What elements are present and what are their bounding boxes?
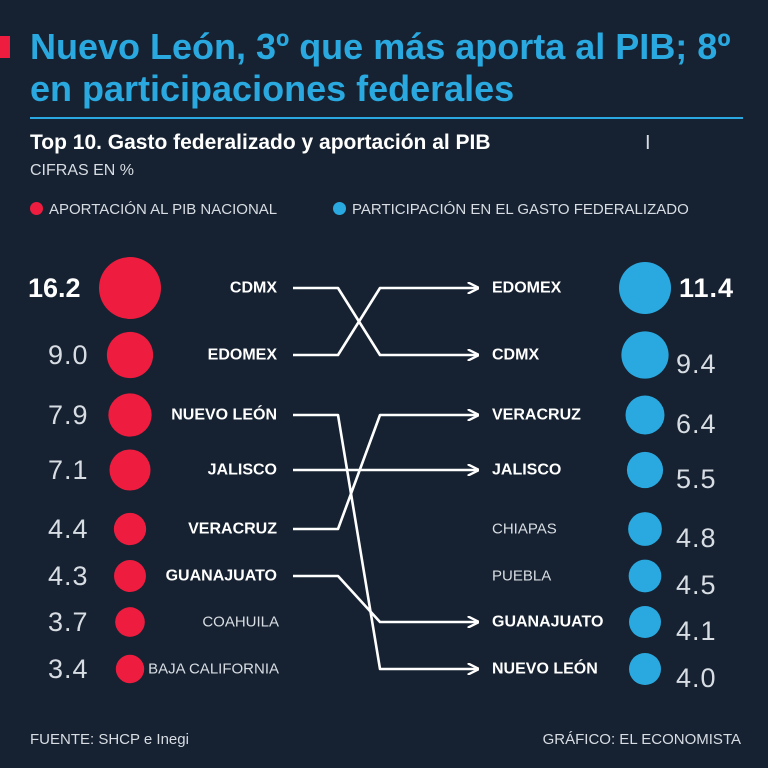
gasto-label-chiapas: CHIAPAS [492, 521, 557, 538]
gasto-bubble-nuevo-leon [629, 653, 661, 685]
pib-value-baja-california: 3.4 [48, 654, 89, 684]
pib-bubble-baja-california [115, 654, 145, 684]
legend-label-pib: APORTACIÓN AL PIB NACIONAL [49, 201, 278, 218]
gasto-value-nuevo-leon: 4.0 [676, 663, 717, 693]
pib-label-baja-california: BAJA CALIFORNIA [148, 661, 279, 678]
title-accent-bar [0, 36, 10, 58]
units-note: CIFRAS EN % [30, 162, 135, 179]
subtitle-separator: I [645, 132, 651, 154]
gasto-label-edomex: EDOMEX [492, 280, 562, 297]
connector-nuevo-leon [293, 413, 478, 669]
gasto-bubble-veracruz [625, 395, 665, 435]
gasto-bubble-jalisco [626, 451, 664, 489]
pib-label-veracruz: VERACRUZ [188, 521, 277, 538]
connector-veracruz [293, 415, 478, 531]
gasto-value-guanajuato: 4.1 [676, 616, 717, 646]
pib-bubble-nuevo-leon [108, 393, 152, 437]
gasto-bubble-cdmx [621, 331, 669, 379]
legend-dot-gasto [333, 202, 346, 215]
gasto-label-nuevo-leon: NUEVO LEÓN [492, 659, 598, 678]
gasto-value-puebla: 4.5 [676, 570, 717, 600]
legend-label-gasto: PARTICIPACIÓN EN EL GASTO FEDERALIZADO [352, 201, 689, 218]
credit-note: GRÁFICO: EL ECONOMISTA [542, 731, 741, 748]
gasto-value-chiapas: 4.8 [676, 523, 717, 553]
pib-value-jalisco: 7.1 [48, 455, 89, 485]
connector-cdmx [293, 286, 478, 355]
pib-bubble-guanajuato [114, 560, 146, 592]
connector-edomex [293, 288, 478, 357]
gasto-value-jalisco: 5.5 [676, 464, 717, 494]
pib-label-cdmx: CDMX [230, 280, 277, 297]
pib-label-guanajuato: GUANAJUATO [166, 568, 277, 585]
chart-subtitle: Top 10. Gasto federalizado y aportación … [30, 131, 491, 154]
pib-bubble-edomex [106, 331, 154, 379]
legend-item-gasto: PARTICIPACIÓN EN EL GASTO FEDERALIZADO [333, 201, 689, 218]
legend-dot-pib [30, 202, 43, 215]
title-divider [30, 117, 743, 119]
pib-label-nuevo-leon: NUEVO LEÓN [171, 405, 277, 424]
pib-value-coahuila: 3.7 [48, 607, 89, 637]
pib-bubble-coahuila [115, 607, 145, 637]
pib-label-jalisco: JALISCO [208, 462, 277, 479]
gasto-label-cdmx: CDMX [492, 347, 539, 364]
gasto-bubble-edomex [618, 261, 672, 315]
gasto-bubble-guanajuato [629, 606, 661, 638]
gasto-label-jalisco: JALISCO [492, 462, 561, 479]
pib-bubble-veracruz [113, 512, 147, 546]
gasto-bubble-chiapas [628, 512, 662, 546]
gasto-bubble-puebla [628, 559, 662, 593]
pib-bubble-jalisco [109, 449, 151, 491]
gasto-value-edomex: 11.4 [679, 273, 734, 303]
pib-value-edomex: 9.0 [48, 340, 89, 370]
pib-label-coahuila: COAHUILA [202, 614, 279, 631]
pib-value-cdmx: 16.2 [28, 273, 81, 303]
pib-label-edomex: EDOMEX [208, 347, 278, 364]
gasto-value-cdmx: 9.4 [676, 349, 717, 379]
legend-item-pib: APORTACIÓN AL PIB NACIONAL [30, 201, 277, 218]
gasto-label-veracruz: VERACRUZ [492, 407, 581, 424]
pib-value-nuevo-leon: 7.9 [48, 400, 89, 430]
chart-title: Nuevo León, 3º que más aporta al PIB; 8º… [30, 26, 731, 109]
pib-value-veracruz: 4.4 [48, 514, 89, 544]
pib-value-guanajuato: 4.3 [48, 561, 89, 591]
pib-bubble-cdmx [99, 257, 161, 319]
gasto-label-puebla: PUEBLA [492, 568, 551, 585]
gasto-value-veracruz: 6.4 [676, 409, 717, 439]
source-note: FUENTE: SHCP e Inegi [30, 731, 189, 748]
connector-guanajuato [293, 574, 478, 622]
gasto-label-guanajuato: GUANAJUATO [492, 614, 603, 631]
